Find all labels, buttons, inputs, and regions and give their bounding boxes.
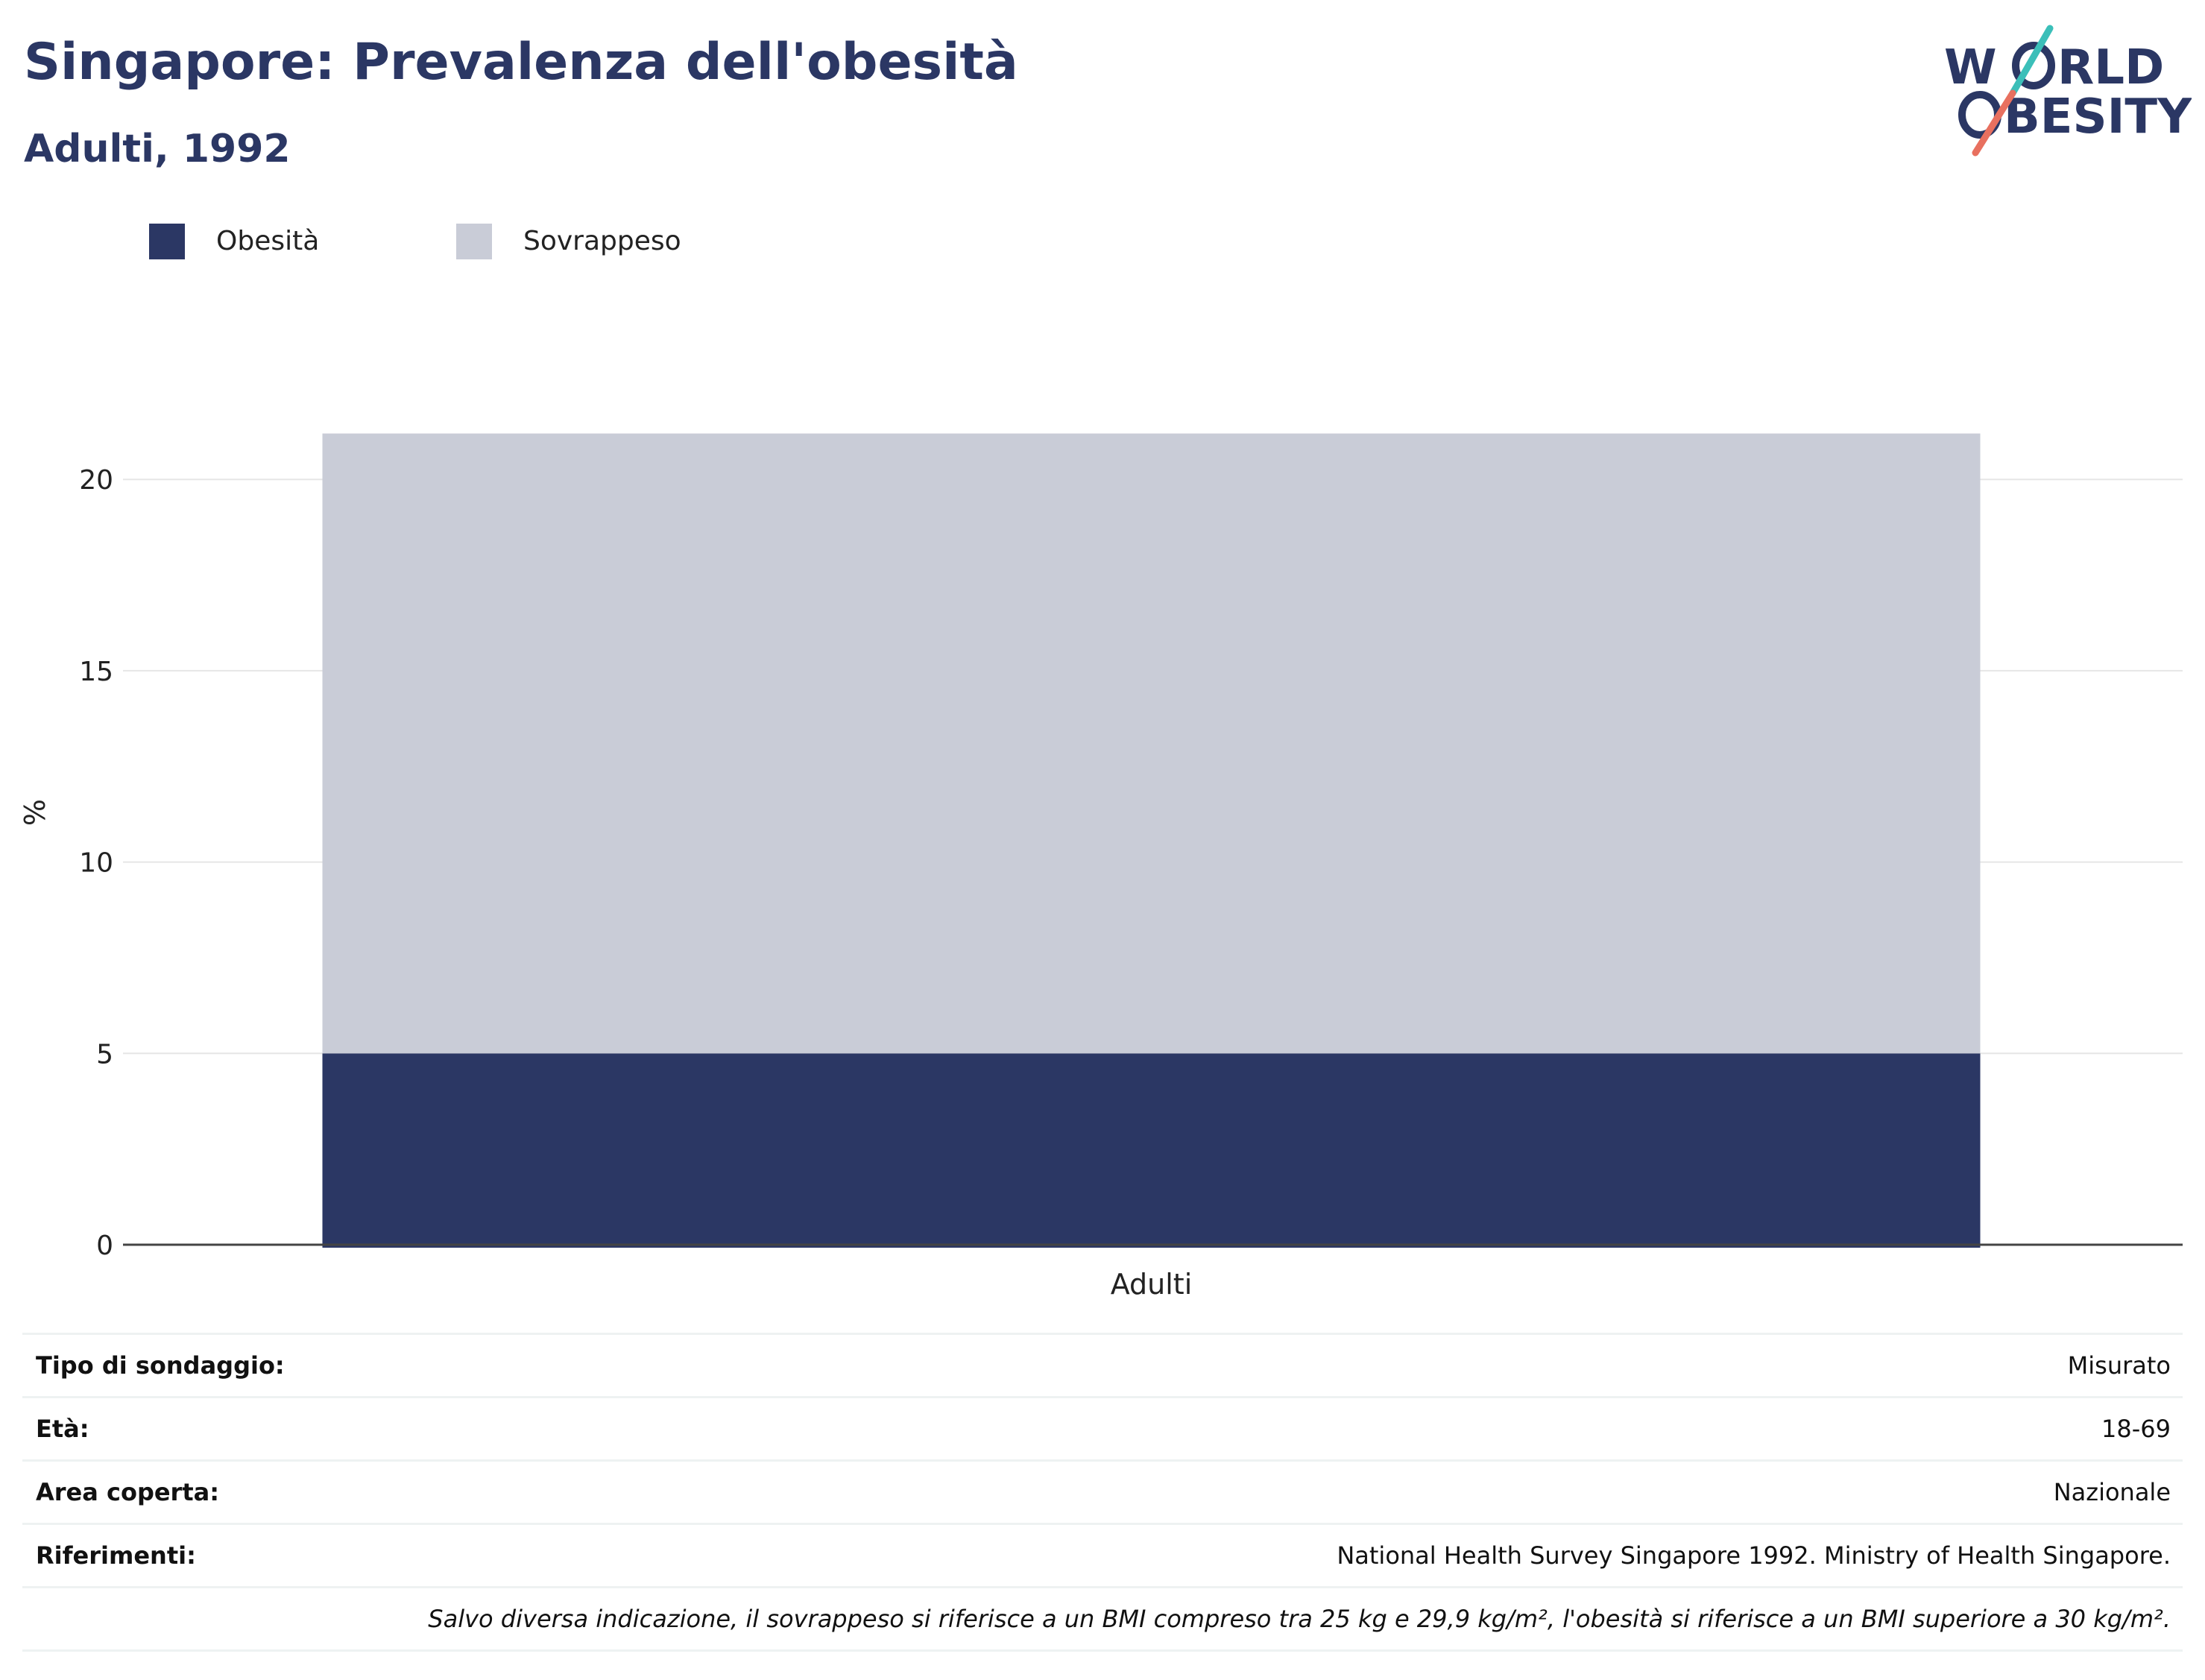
logo-slash-top — [2009, 25, 2054, 97]
info-label: Area coperta: — [36, 1478, 220, 1506]
y-tick-labels: 0 5 10 15 20 — [79, 465, 113, 1261]
x-tick-labels: Adulti — [1111, 1268, 1193, 1301]
info-value: Nazionale — [2053, 1478, 2171, 1506]
y-tick-label: 20 — [79, 465, 113, 496]
info-label: Tipo di sondaggio: — [36, 1351, 285, 1380]
page-subtitle: Adulti, 1992 — [24, 127, 291, 171]
survey-info-table: Tipo di sondaggio: Misurato Età: 18-69 A… — [22, 1333, 2183, 1652]
x-tick-label: Adulti — [1111, 1268, 1193, 1301]
logo-text-besity: BESITY — [2004, 89, 2192, 145]
y-tick-label: 0 — [96, 1231, 113, 1261]
logo-slash-bottom — [1972, 89, 2016, 157]
legend-swatch-obesity — [149, 224, 185, 259]
bar-segment-obesity[interactable] — [322, 1053, 1981, 1248]
info-row-note: Salvo diversa indicazione, il sovrappeso… — [22, 1586, 2183, 1649]
legend-swatch-overweight — [456, 224, 492, 259]
y-tick-label: 5 — [96, 1039, 113, 1070]
y-axis-label: % — [19, 799, 51, 826]
legend-label-obesity: Obesità — [216, 226, 320, 256]
legend-label-overweight: Sovrappeso — [523, 226, 681, 256]
info-label: Età: — [36, 1415, 89, 1443]
logo-text-w: W — [1944, 40, 1997, 95]
stacked-bar-chart: 0 5 10 15 20 Adulti % — [19, 433, 2183, 1301]
y-tick-label: 15 — [79, 657, 113, 687]
bars — [322, 433, 1981, 1248]
y-tick-label: 10 — [79, 848, 113, 879]
info-row-survey-type: Tipo di sondaggio: Misurato — [22, 1333, 2183, 1396]
logo-text-rld: RLD — [2057, 40, 2164, 95]
info-table-end — [22, 1649, 2183, 1652]
info-row-age: Età: 18-69 — [22, 1396, 2183, 1459]
info-value: 18-69 — [2101, 1415, 2171, 1443]
page-title: Singapore: Prevalenza dell'obesità — [24, 33, 1018, 92]
bar-segment-overweight[interactable] — [322, 433, 1981, 1054]
logo-o-top — [2012, 42, 2055, 89]
world-obesity-logo: W RLD BESITY — [1944, 25, 2192, 157]
info-value: National Health Survey Singapore 1992. M… — [1337, 1541, 2171, 1570]
info-row-area: Area coperta: Nazionale — [22, 1459, 2183, 1523]
info-value: Misurato — [2067, 1351, 2171, 1380]
bmi-definition-note: Salvo diversa indicazione, il sovrappeso… — [428, 1605, 2171, 1633]
info-row-references: Riferimenti: National Health Survey Sing… — [22, 1523, 2183, 1586]
info-label: Riferimenti: — [36, 1541, 196, 1570]
